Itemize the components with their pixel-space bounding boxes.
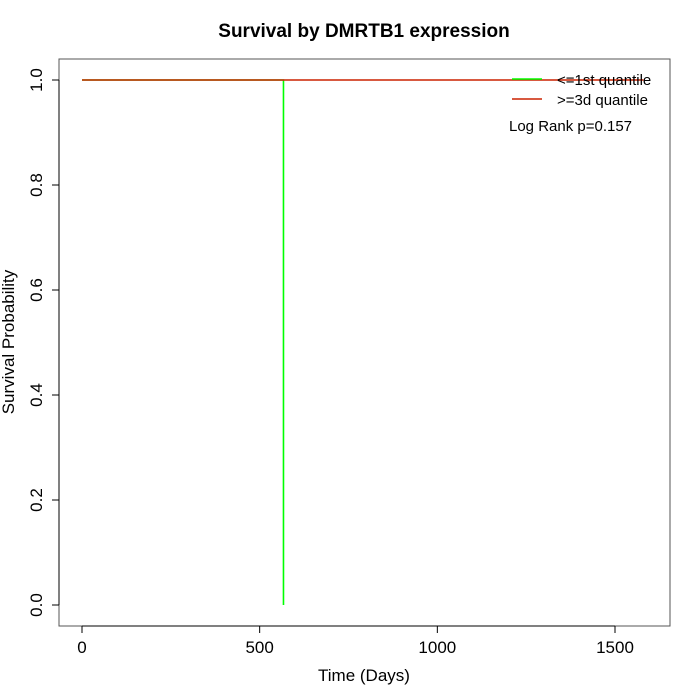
chart-title: Survival by DMRTB1 expression (218, 21, 509, 42)
x-tick-label: 1500 (596, 638, 634, 657)
series-layer (82, 79, 644, 605)
y-tick-label: 0.4 (27, 383, 46, 407)
x-tick-label: 1000 (418, 638, 456, 657)
x-axis-label: Time (Days) (318, 666, 410, 685)
y-tick-label: 0.8 (27, 173, 46, 197)
series-line-1 (82, 79, 285, 605)
x-tick-label: 0 (77, 638, 86, 657)
plot-frame (58, 58, 671, 627)
log-rank-annotation: Log Rank p=0.157 (509, 118, 632, 135)
y-tick-label: 0.6 (27, 278, 46, 302)
x-axis: 0 500 1000 1500 (77, 625, 634, 657)
legend-label-series-1: <=1st quantile (557, 72, 651, 89)
y-axis-label: Survival Probability (0, 269, 18, 414)
x-tick-label: 500 (245, 638, 273, 657)
y-tick-label: 0.0 (27, 593, 46, 617)
y-tick-label: 1.0 (27, 68, 46, 92)
y-axis: 0.0 0.2 0.4 0.6 0.8 1.0 (27, 68, 60, 617)
y-tick-label: 0.2 (27, 488, 46, 512)
legend-label-series-2: >=3d quantile (557, 92, 648, 109)
legend: <=1st quantile >=3d quantile (512, 72, 651, 109)
